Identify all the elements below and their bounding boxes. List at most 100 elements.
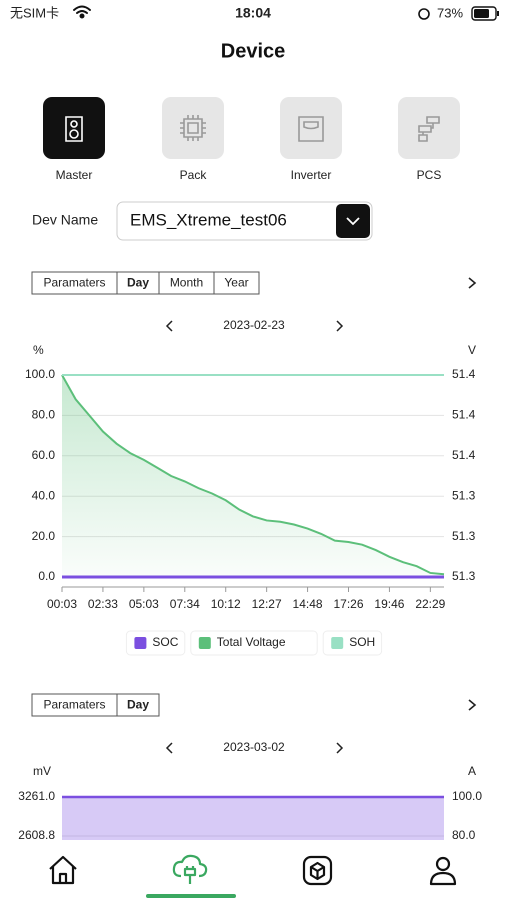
y-tick-label: 40.0 <box>32 488 56 502</box>
tab-icon <box>180 115 206 141</box>
x-tick-label: 02:33 <box>88 597 118 611</box>
segment-label: Day <box>127 276 149 290</box>
y-tick-label: 0.0 <box>38 569 55 583</box>
nav-profile[interactable] <box>429 856 457 886</box>
dropdown-button[interactable] <box>336 204 370 238</box>
segment[interactable]: Month <box>158 271 215 295</box>
tab-icon <box>418 116 440 142</box>
device-tab[interactable]: Inverter <box>280 97 342 182</box>
date-next[interactable] <box>336 742 344 754</box>
tab-label: PCS <box>417 168 442 182</box>
carrier: 无SIM卡 <box>10 5 59 20</box>
page-title: Device <box>221 40 286 62</box>
device-tab[interactable]: Pack <box>162 97 224 182</box>
segment-label: Year <box>224 276 248 290</box>
y-unit: % <box>33 343 44 357</box>
legend-chip[interactable] <box>190 630 318 656</box>
legend-item[interactable]: Total Voltage <box>190 630 318 656</box>
select-value: EMS_Xtreme_test06 <box>130 210 287 229</box>
y-tick-label: 20.0 <box>32 529 56 543</box>
nav-cube[interactable] <box>302 855 333 886</box>
date-next[interactable] <box>336 320 344 332</box>
area-fill <box>62 375 444 577</box>
tab-icon-box[interactable] <box>398 97 460 159</box>
dev-name-select[interactable]: EMS_Xtreme_test06 <box>116 201 373 241</box>
y2-tick-label: 51.4 <box>452 448 476 462</box>
segment-label: Paramaters <box>43 276 105 290</box>
battery-percent: 73% <box>437 5 463 20</box>
tab-icon-box[interactable] <box>162 97 224 159</box>
series-line <box>61 374 445 576</box>
tab-label: Pack <box>180 168 208 182</box>
date-label: 2023-02-23 <box>223 318 285 332</box>
nav-background <box>0 840 507 900</box>
chart: mV A 2608.8 3261.0 80.0 100.0 <box>18 764 482 842</box>
nav-device[interactable] <box>172 854 208 884</box>
select-box[interactable] <box>116 201 373 241</box>
segment-box[interactable] <box>116 693 160 717</box>
segment-box[interactable] <box>213 271 260 295</box>
y2-tick-label: 80.0 <box>452 828 476 842</box>
battery-icon <box>471 6 499 21</box>
device-tab[interactable]: PCS <box>398 97 460 182</box>
y-tick-label: 100.0 <box>25 367 55 381</box>
next-arrow[interactable] <box>468 699 477 711</box>
y-tick-label: 2608.8 <box>18 828 55 842</box>
nav-active-indicator <box>146 894 236 898</box>
segment[interactable]: Day <box>116 271 160 295</box>
lock-icon <box>418 8 430 20</box>
y2-tick-label: 51.3 <box>452 569 476 583</box>
y-tick-label: 80.0 <box>32 408 56 422</box>
y-unit: mV <box>33 764 51 778</box>
date-label: 2023-03-02 <box>223 740 285 754</box>
y-tick-label: 60.0 <box>32 448 56 462</box>
segment[interactable]: Year <box>213 271 260 295</box>
dev-name-label: Dev Name <box>32 212 98 228</box>
bottom-nav <box>0 840 507 900</box>
tab-icon <box>65 116 83 142</box>
x-tick-label: 14:48 <box>293 597 323 611</box>
x-tick-label: 17:26 <box>333 597 363 611</box>
chart: % V 0.0 20.0 40.0 60.0 80.0 100.0 51.3 51.3 51.3 51… <box>25 343 476 656</box>
y2-unit: A <box>468 764 476 778</box>
segment[interactable]: Paramaters <box>31 693 118 717</box>
legend-item[interactable]: SOH <box>322 630 383 656</box>
legend-label: SOH <box>349 635 375 649</box>
legend-swatch <box>198 637 211 649</box>
segment-label: Month <box>170 276 203 290</box>
x-tick-label: 10:12 <box>211 597 241 611</box>
x-tick-label: 00:03 <box>47 597 77 611</box>
x-tick-label: 05:03 <box>129 597 159 611</box>
legend-swatch <box>331 637 344 649</box>
legend-label: SOC <box>152 635 178 649</box>
x-tick-label: 22:29 <box>415 597 445 611</box>
y2-tick-label: 51.3 <box>452 488 476 502</box>
area-fill <box>62 797 444 840</box>
y2-tick-label: 51.4 <box>452 367 476 381</box>
date-prev[interactable] <box>165 742 173 754</box>
y2-tick-label: 100.0 <box>452 789 482 803</box>
dropdown-arrow <box>346 217 360 226</box>
y-tick-label: 3261.0 <box>18 789 55 803</box>
tab-icon-box[interactable] <box>43 97 105 159</box>
date-prev[interactable] <box>165 320 173 332</box>
y2-unit: V <box>468 343 476 357</box>
segment[interactable]: Day <box>116 693 160 717</box>
y2-tick-label: 51.3 <box>452 529 476 543</box>
x-tick-label: 19:46 <box>374 597 404 611</box>
x-tick-label: 07:34 <box>170 597 200 611</box>
segment[interactable]: Paramaters <box>31 271 118 295</box>
wifi-icon <box>73 5 91 19</box>
legend-swatch <box>134 637 147 649</box>
tab-icon <box>298 116 324 142</box>
x-tick-label: 12:27 <box>252 597 282 611</box>
nav-home[interactable] <box>49 855 77 885</box>
next-arrow[interactable] <box>468 277 477 289</box>
device-tab[interactable]: Master <box>43 97 105 182</box>
segment-label: Paramaters <box>43 698 105 712</box>
tab-label: Inverter <box>291 168 332 182</box>
legend-label: Total Voltage <box>217 635 286 649</box>
y2-tick-label: 51.4 <box>452 408 476 422</box>
legend-item[interactable]: SOC <box>125 630 186 656</box>
